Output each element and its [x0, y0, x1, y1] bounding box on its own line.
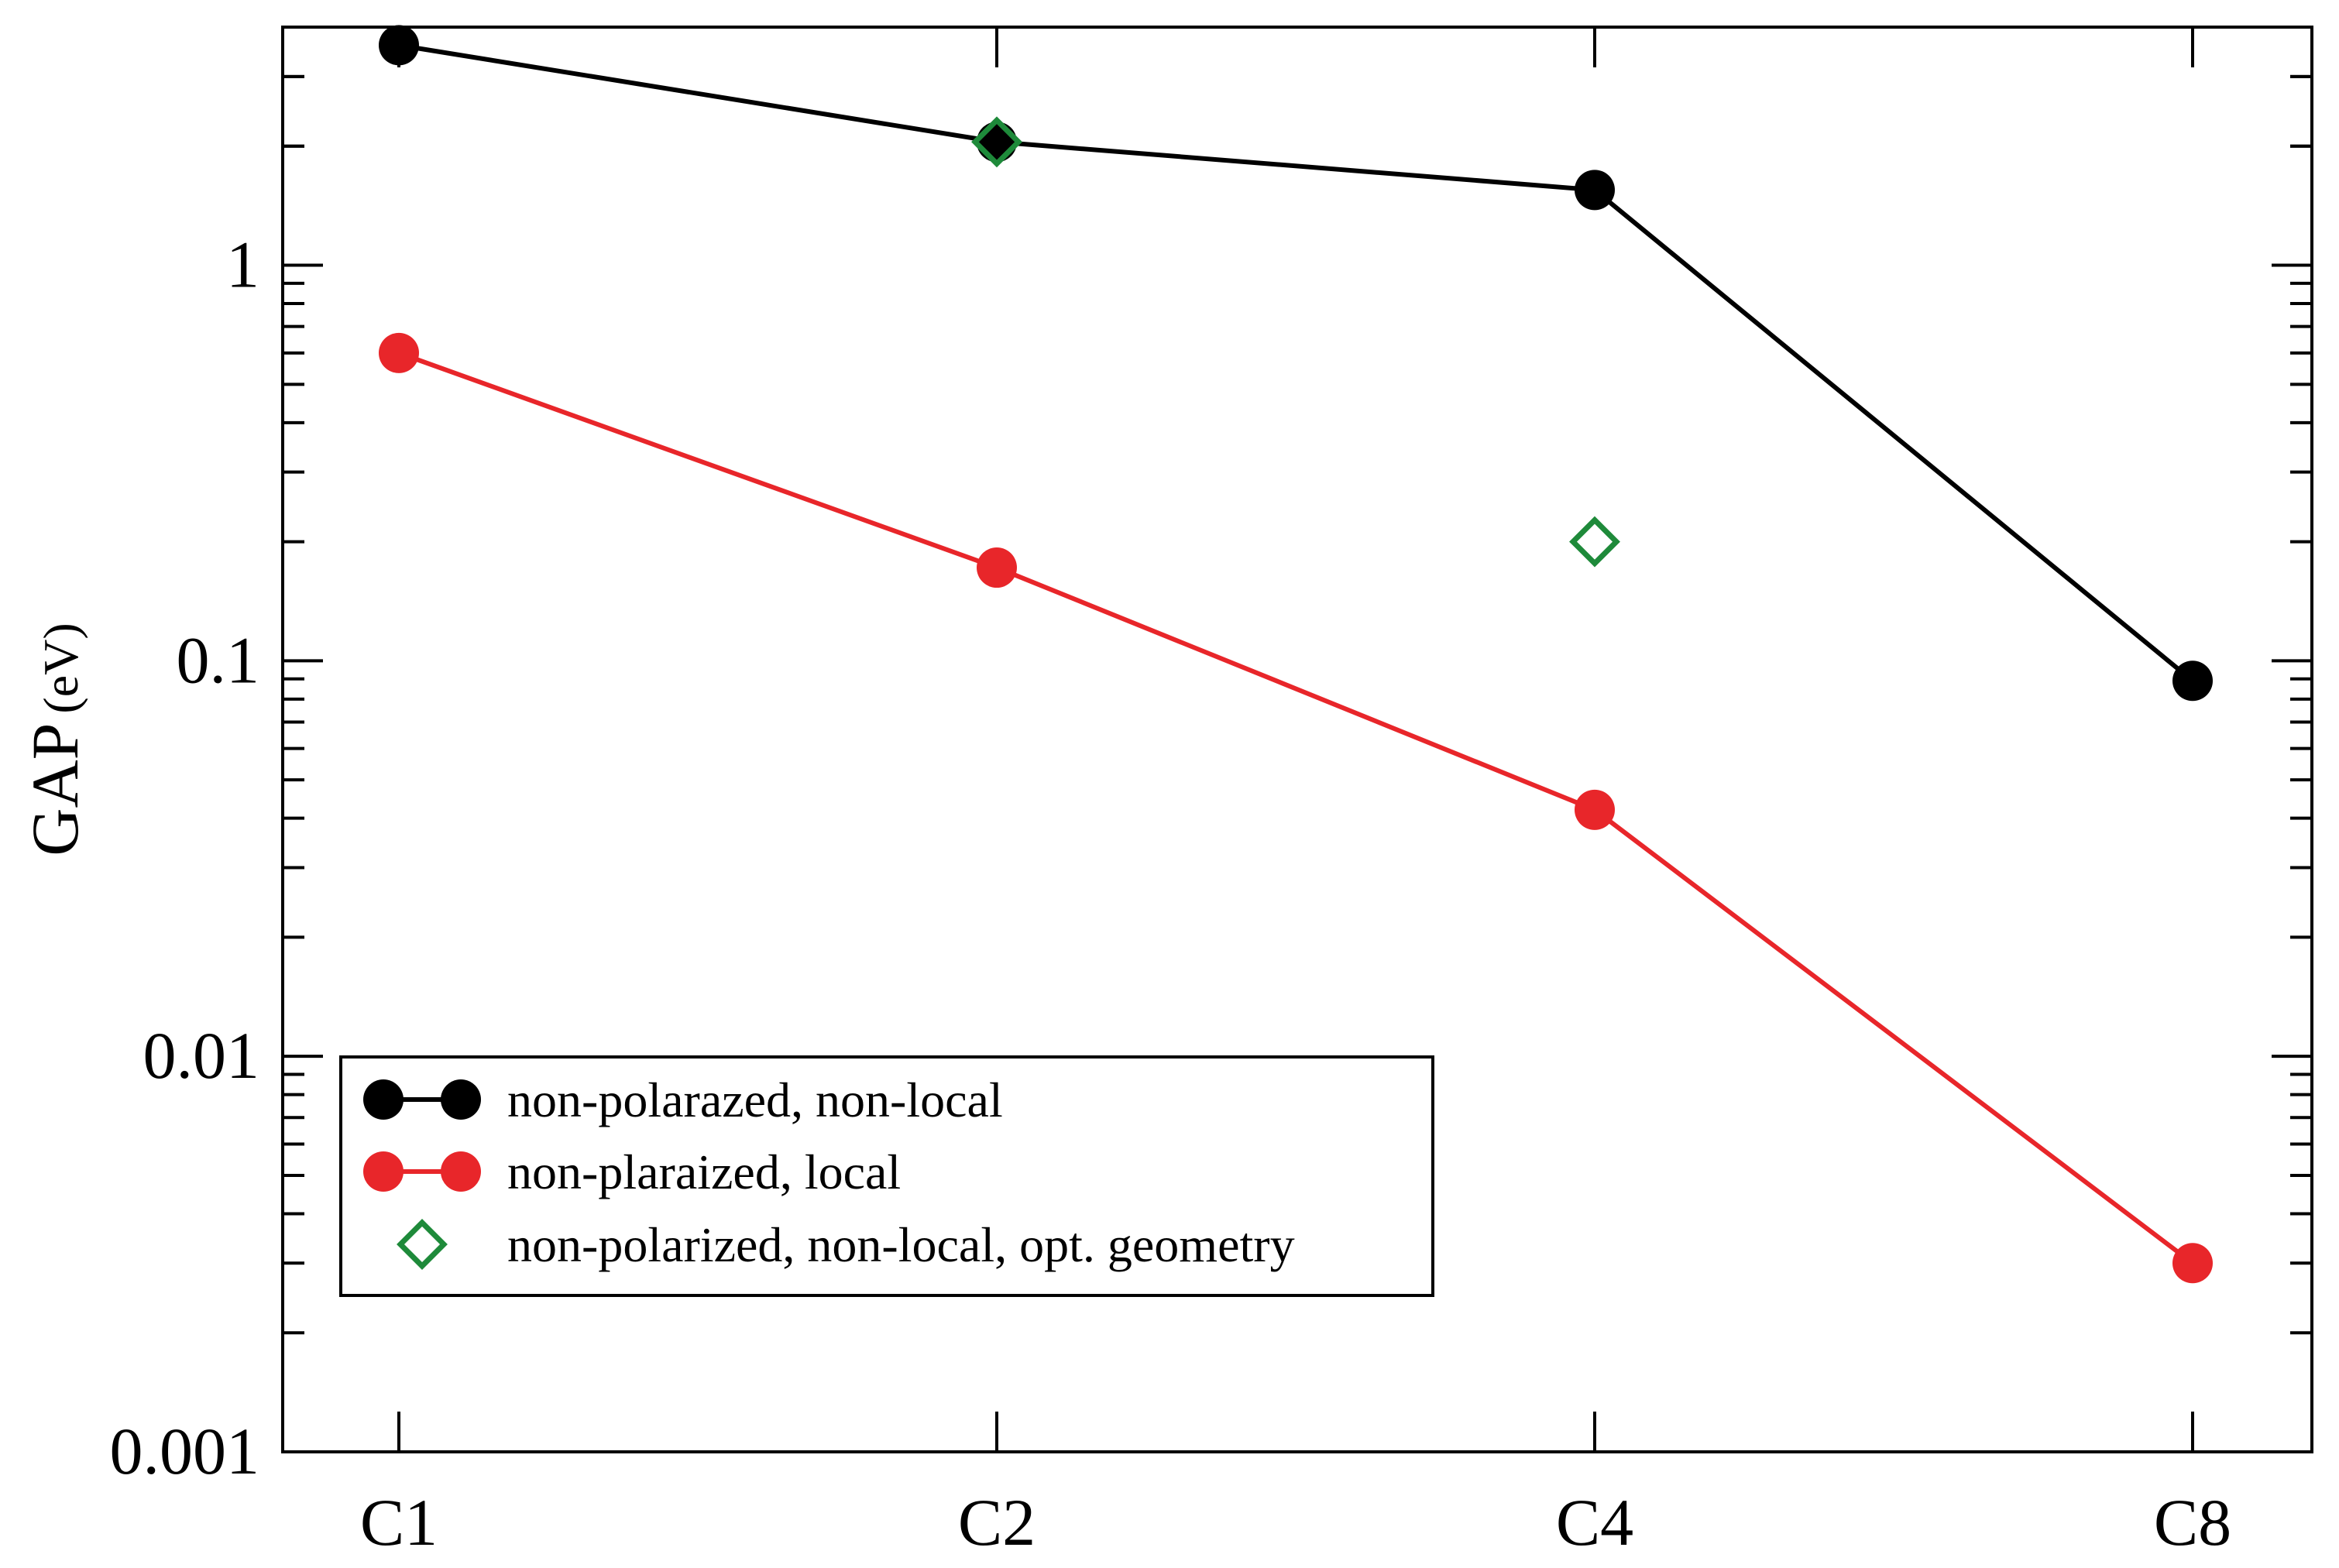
- legend-marker-1: [363, 1151, 404, 1192]
- y-tick-label: 0.001: [110, 1414, 260, 1488]
- data-point-series-1: [2172, 1243, 2213, 1284]
- y-tick-label: 0.01: [143, 1018, 260, 1093]
- series-lines: [397, 43, 2194, 1265]
- legend: non-polarazed, non-local non-plaraized, l…: [339, 1055, 1434, 1297]
- legend-marker-0: [441, 1079, 481, 1120]
- data-point-series-0: [2172, 660, 2213, 702]
- plot-frame: [281, 26, 2313, 1453]
- data-point-series-1: [379, 332, 419, 373]
- x-tick-label: C8: [2154, 1485, 2231, 1559]
- series-line-1: [397, 351, 2194, 1265]
- series-markers: [379, 25, 2213, 1284]
- data-point-series-2: [971, 116, 1022, 168]
- legend-items: non-polarazed, non-local non-plaraized, l…: [363, 1072, 1295, 1272]
- data-point-series-0: [977, 122, 1017, 163]
- data-point-series-0: [1575, 170, 1615, 211]
- y-axis-title: GAP (eV): [18, 623, 92, 856]
- series-line-0: [398, 43, 2194, 683]
- legend-label-2: non-polarized, non-local, opt. geometry: [507, 1217, 1295, 1272]
- x-tick-label: C1: [360, 1485, 438, 1559]
- y-axis-title-main: GAP: [18, 723, 92, 856]
- legend-marker-2: [397, 1219, 448, 1270]
- data-point-series-1: [1575, 789, 1615, 830]
- legend-marker-0: [363, 1079, 404, 1120]
- data-point-series-0: [379, 25, 419, 66]
- y-tick-label: 1: [226, 228, 259, 302]
- legend-label-1: non-plaraized, local: [507, 1144, 901, 1199]
- x-tick-label: C2: [958, 1485, 1036, 1559]
- legend-box: [339, 1055, 1434, 1297]
- y-axis-title-unit: (eV): [33, 623, 88, 713]
- data-point-series-2: [1569, 516, 1620, 568]
- data-point-series-1: [977, 547, 1017, 588]
- tick-labels: 0.001 0.01 0.1 1 C1 C2 C4 C8: [110, 228, 2232, 1559]
- legend-label-0: non-polarazed, non-local: [507, 1072, 1003, 1127]
- x-tick-label: C4: [1556, 1485, 1633, 1559]
- legend-marker-1: [441, 1151, 481, 1192]
- y-tick-label: 0.1: [177, 623, 260, 697]
